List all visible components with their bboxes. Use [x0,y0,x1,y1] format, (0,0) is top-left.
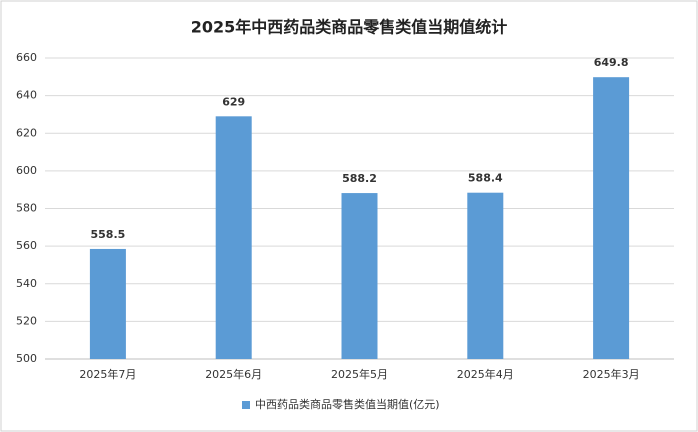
value-label: 649.8 [594,56,629,69]
x-tick-label: 2025年5月 [331,367,388,381]
y-tick-label: 540 [16,277,37,290]
value-label: 629 [222,95,245,108]
y-tick-label: 580 [16,202,37,215]
bar [215,116,252,359]
x-tick-label: 2025年7月 [79,367,136,381]
bar [341,193,378,359]
y-tick-label: 660 [16,51,37,64]
x-tick-label: 2025年6月 [205,367,262,381]
y-tick-label: 600 [16,164,37,177]
value-label: 558.5 [91,228,126,241]
value-label: 588.2 [342,172,377,185]
value-label: 588.4 [468,172,503,185]
y-tick-label: 500 [16,352,37,365]
legend-swatch [242,401,250,409]
bar [89,248,126,359]
bar [467,192,504,359]
x-tick-label: 2025年3月 [583,367,640,381]
legend-label: 中西药品类商品零售类值当期值(亿元) [255,397,440,411]
y-tick-label: 620 [16,126,37,139]
x-tick-label: 2025年4月 [457,367,514,381]
chart-title: 2025年中西药品类商品零售类值当期值统计 [191,18,508,37]
y-tick-label: 640 [16,89,37,102]
bar [593,77,630,359]
y-tick-label: 520 [16,314,37,327]
y-tick-label: 560 [16,239,37,252]
